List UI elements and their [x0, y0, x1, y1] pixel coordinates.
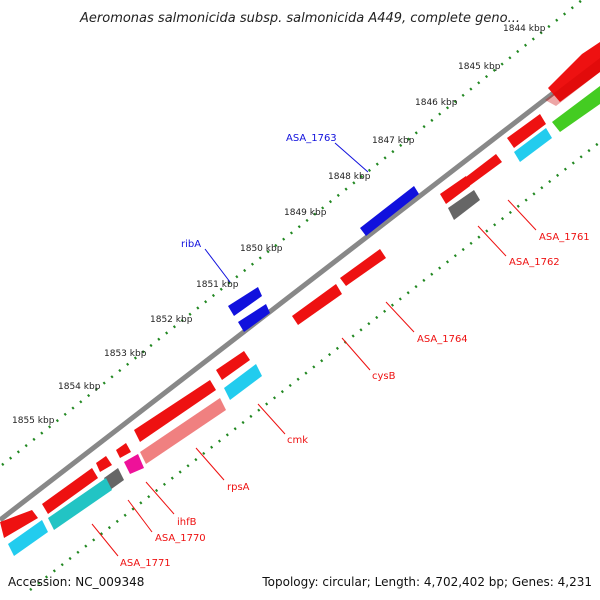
reverse-genes: [8, 86, 600, 556]
map-title: Aeromonas salmonicida subsp. salmonicida…: [79, 11, 520, 26]
leader-rpsA: [195, 447, 225, 481]
gene-ihfB[interactable]: [124, 454, 144, 474]
gene-forward-top-red-shade: [545, 58, 600, 106]
label-asa1770[interactable]: ASA_1770: [155, 533, 206, 544]
gene-small-red-2[interactable]: [96, 456, 112, 472]
leader-ihfB: [145, 481, 175, 515]
gene-labels: ASA_1763 ribA ASA_1761 ASA_1762 ASA_1764…: [120, 133, 590, 569]
gene-cyan-right[interactable]: [514, 128, 552, 162]
tick-1846: 1846 kbp: [415, 98, 458, 108]
label-cysB[interactable]: cysB: [372, 371, 396, 382]
gene-small-red[interactable]: [116, 443, 131, 458]
leader-asa1763: [334, 142, 369, 173]
tick-1854: 1854 kbp: [58, 382, 101, 392]
gene-asa1771[interactable]: [8, 520, 48, 556]
gene-teal[interactable]: [48, 478, 112, 530]
label-cmk[interactable]: cmk: [287, 435, 308, 446]
gene-forward-red-c[interactable]: [340, 249, 386, 286]
gene-forward-red-a[interactable]: [462, 154, 502, 187]
topology-summary: Topology: circular; Length: 4,702,402 bp…: [261, 575, 592, 589]
leader-ribA: [204, 248, 231, 283]
gene-asa1763[interactable]: [360, 186, 419, 236]
label-rpsA[interactable]: rpsA: [227, 482, 250, 493]
gene-left-edge-red[interactable]: [0, 510, 38, 538]
tick-1849: 1849 kbp: [284, 208, 327, 218]
accession-text: Accession: NC_009348: [8, 575, 144, 589]
gene-asa1761[interactable]: [507, 114, 546, 148]
gene-cysB-red[interactable]: [216, 351, 250, 380]
tick-1853: 1853 kbp: [104, 349, 147, 359]
leader-asa1762: [477, 225, 507, 257]
gene-rpsA[interactable]: [140, 398, 226, 464]
gene-forward-top-red[interactable]: [548, 42, 600, 102]
gene-ribA-2[interactable]: [238, 304, 270, 332]
gene-left-red[interactable]: [42, 468, 98, 514]
gene-asa1764[interactable]: [292, 284, 342, 325]
forward-genes: [0, 42, 600, 538]
gene-ribA[interactable]: [228, 287, 262, 316]
tick-1847: 1847 kbp: [372, 136, 415, 146]
backbone-line: [0, 55, 600, 522]
tick-1845: 1845 kbp: [458, 62, 501, 72]
gene-green[interactable]: [552, 86, 600, 132]
label-asa1762[interactable]: ASA_1762: [509, 257, 560, 268]
leader-cysB: [341, 337, 371, 371]
label-ihfB[interactable]: ihfB: [177, 517, 197, 528]
inner-ring-dots: [29, 141, 600, 591]
tick-1850: 1850 kbp: [240, 244, 283, 254]
leader-lines: [91, 142, 537, 557]
inner-tick-ring: [29, 141, 600, 591]
label-ribA[interactable]: ribA: [181, 239, 201, 250]
tick-labels: 1844 kbp 1845 kbp 1846 kbp 1847 kbp 1848…: [12, 24, 546, 426]
label-asa1761[interactable]: ASA_1761: [539, 232, 590, 243]
tick-1851: 1851 kbp: [196, 280, 239, 290]
gene-asa1762[interactable]: [448, 190, 480, 220]
gene-forward-red-b[interactable]: [440, 176, 470, 204]
gene-cmk-red[interactable]: [134, 380, 216, 442]
gene-cmk[interactable]: [224, 364, 262, 400]
leader-asa1770: [127, 499, 153, 533]
outer-tick-ring: [1, 0, 583, 466]
label-asa1764[interactable]: ASA_1764: [417, 334, 468, 345]
outer-ring-dots: [1, 0, 583, 466]
backbone: [0, 55, 600, 522]
leader-asa1761: [507, 199, 537, 231]
label-asa1763[interactable]: ASA_1763: [286, 133, 337, 144]
tick-1848: 1848 kbp: [328, 172, 371, 182]
leader-asa1771: [91, 523, 119, 557]
tick-1852: 1852 kbp: [150, 315, 193, 325]
tick-1844: 1844 kbp: [503, 24, 546, 34]
tick-1855: 1855 kbp: [12, 416, 55, 426]
label-asa1771[interactable]: ASA_1771: [120, 558, 171, 569]
leader-cmk: [257, 403, 286, 435]
leader-asa1764: [385, 301, 415, 333]
